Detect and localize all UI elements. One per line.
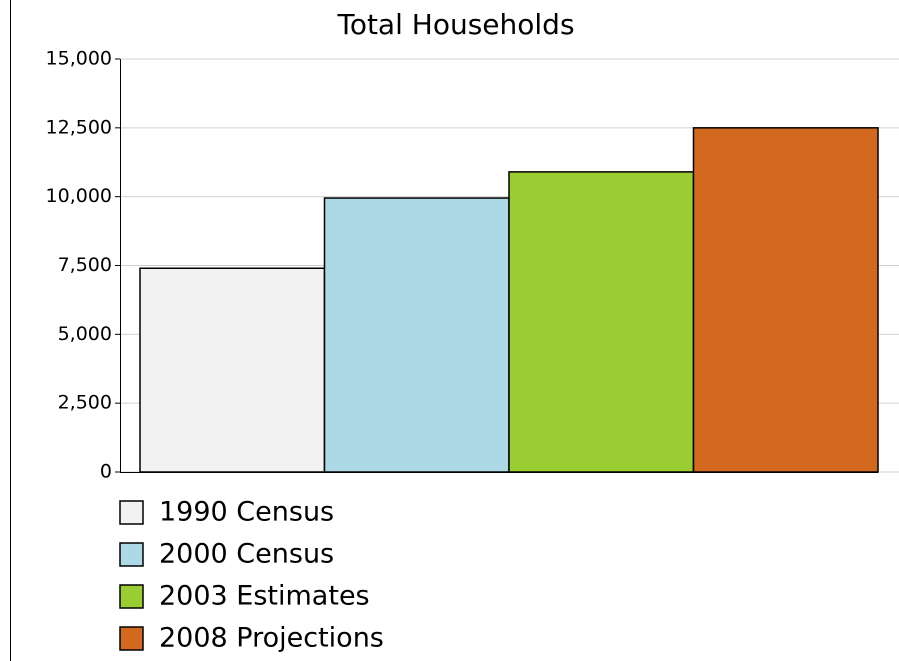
y-tick-label: 12,500 — [46, 116, 112, 138]
bar — [508, 171, 695, 473]
bar — [323, 197, 510, 473]
y-tick-label: 0 — [100, 461, 112, 483]
legend-label: 1990 Census — [159, 497, 334, 528]
legend-label: 2003 Estimates — [159, 581, 370, 612]
legend-swatch — [119, 500, 144, 525]
legend-swatch — [119, 542, 144, 567]
y-tick-label: 15,000 — [46, 48, 112, 70]
y-tick-label: 7,500 — [58, 254, 112, 276]
y-tick-label: 2,500 — [58, 392, 112, 414]
legend-swatch — [119, 626, 144, 651]
bar — [139, 267, 326, 473]
legend-label: 2008 Projections — [159, 623, 384, 654]
y-tick-label: 10,000 — [46, 185, 112, 207]
legend-label: 2000 Census — [159, 539, 334, 570]
chart-title: Total Households — [336, 8, 574, 41]
bar — [692, 127, 879, 473]
legend-swatch — [119, 584, 144, 609]
y-tick-label: 5,000 — [58, 323, 112, 345]
